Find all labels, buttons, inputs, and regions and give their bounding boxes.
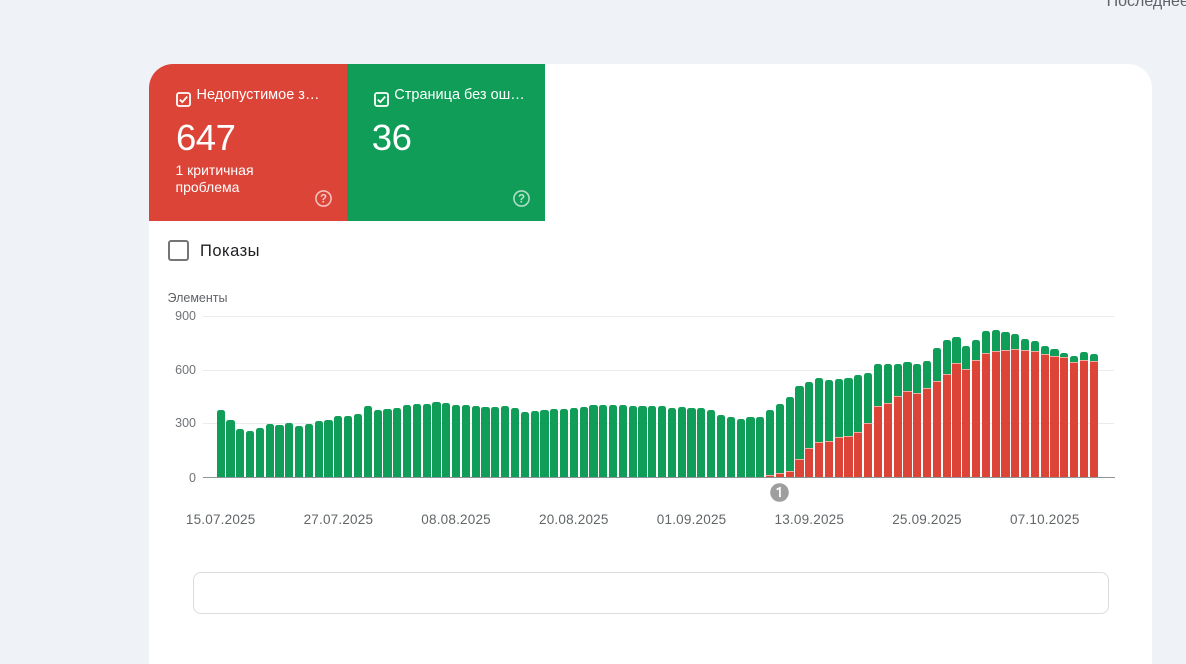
svg-text:?: ? <box>518 194 525 206</box>
svg-text:?: ? <box>320 194 327 206</box>
